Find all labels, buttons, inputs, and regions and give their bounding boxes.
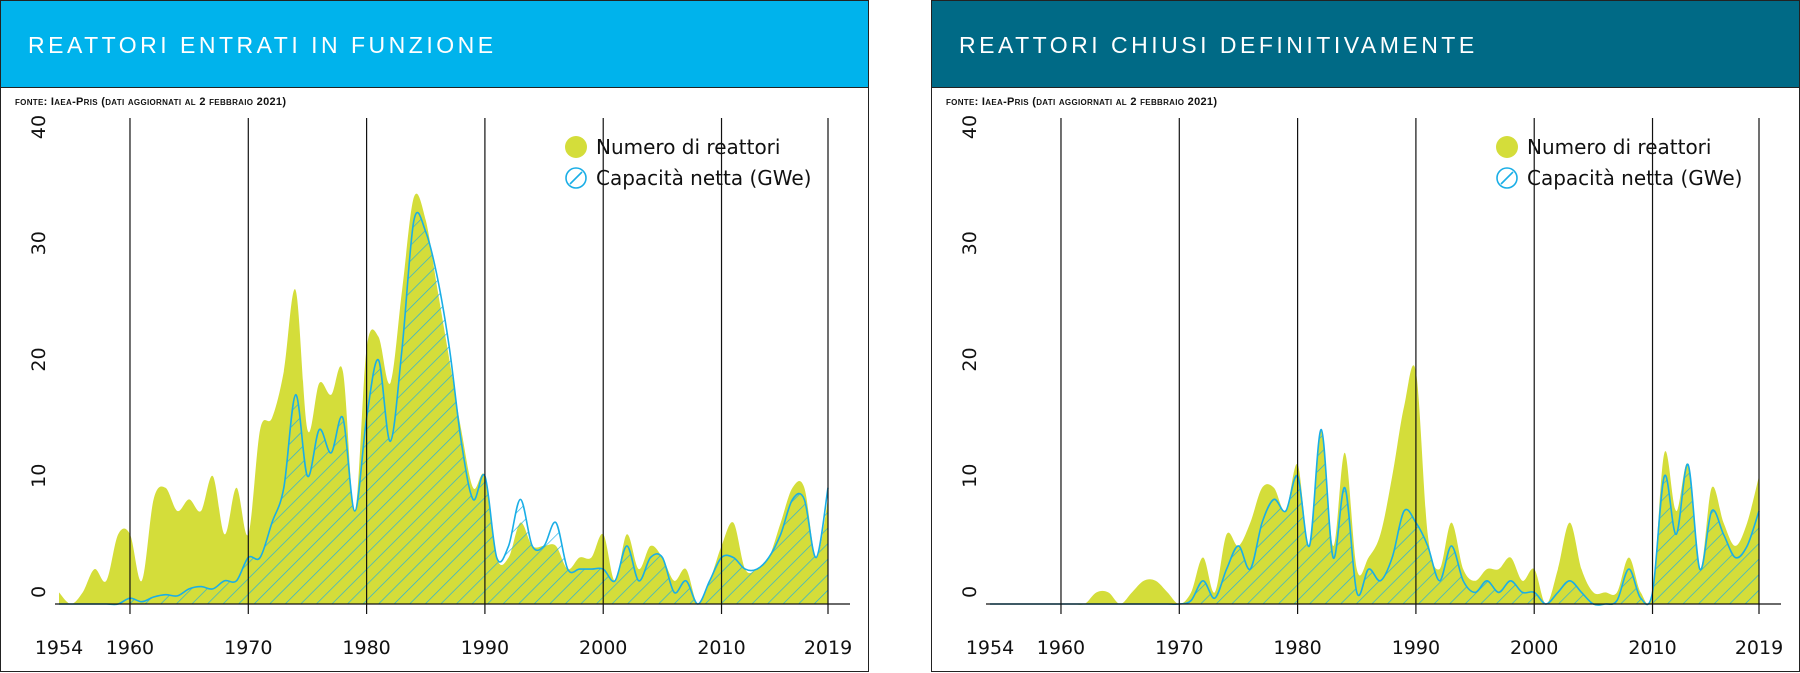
x-tick-label: 1990	[461, 637, 509, 659]
y-tick-label: 10	[28, 464, 50, 488]
x-tick-label: 2010	[1628, 637, 1676, 659]
y-tick-label: 30	[28, 231, 50, 255]
y-tick-label: 40	[28, 115, 50, 139]
x-tick-label: 1980	[342, 637, 390, 659]
x-tick-label: 1960	[106, 637, 154, 659]
legend-label: Numero di reattori	[596, 135, 780, 159]
y-tick-label: 30	[959, 231, 981, 255]
x-tick-label: 2019	[804, 637, 852, 659]
series-capacity-hatch	[990, 429, 1759, 605]
y-tick-label: 20	[959, 347, 981, 371]
x-tick-label: 1954	[966, 637, 1014, 659]
x-tick-label: 2000	[1510, 637, 1558, 659]
series-reactors-area	[990, 365, 1759, 605]
y-tick-label: 10	[959, 464, 981, 488]
x-tick-label: 1970	[1155, 637, 1203, 659]
series-capacity-hatch	[59, 212, 828, 605]
y-tick-label: 0	[28, 586, 50, 598]
chart-header: REATTORI CHIUSI DEFINITIVAMENTE	[932, 1, 1799, 88]
chart-panel-closed: REATTORI CHIUSI DEFINITIVAMENTE fonte: I…	[931, 0, 1800, 672]
legend-filled-circle-icon	[1496, 136, 1518, 158]
chart-title: REATTORI ENTRATI IN FUNZIONE	[28, 32, 497, 58]
legend-filled-circle-icon	[565, 136, 587, 158]
y-tick-label: 0	[959, 586, 981, 598]
x-tick-label: 1970	[224, 637, 272, 659]
chart-panel-entered: REATTORI ENTRATI IN FUNZIONE fonte: Iaea…	[0, 0, 869, 672]
legend-hatched-circle-icon	[565, 167, 587, 189]
legend-label: Numero di reattori	[1527, 135, 1711, 159]
legend-label: Capacità netta (GWe)	[596, 166, 811, 190]
legend-label: Capacità netta (GWe)	[1527, 166, 1742, 190]
x-tick-label: 2019	[1735, 637, 1783, 659]
x-tick-label: 1960	[1037, 637, 1085, 659]
source-note: fonte: Iaea-Pris (dati aggiornati al 2 f…	[946, 96, 1218, 108]
x-tick-label: 2000	[579, 637, 627, 659]
y-tick-label: 40	[959, 115, 981, 139]
chart-header: REATTORI ENTRATI IN FUNZIONE	[1, 1, 868, 88]
legend-hatched-circle-icon	[1496, 167, 1518, 189]
x-tick-label: 1954	[35, 637, 83, 659]
area-chart: 1954 1960 1970 1980 1990 2000 2010 2019 0 10 20 30 4…	[28, 115, 852, 659]
y-tick-label: 20	[28, 347, 50, 371]
x-tick-label: 2010	[697, 637, 745, 659]
source-note: fonte: Iaea-Pris (dati aggiornati al 2 f…	[15, 96, 287, 108]
x-tick-label: 1980	[1273, 637, 1321, 659]
area-chart: 1954 1960 1970 1980 1990 2000 2010 2019 0 10 20 30 4…	[959, 115, 1783, 659]
x-tick-label: 1990	[1392, 637, 1440, 659]
chart-title: REATTORI CHIUSI DEFINITIVAMENTE	[959, 32, 1478, 58]
